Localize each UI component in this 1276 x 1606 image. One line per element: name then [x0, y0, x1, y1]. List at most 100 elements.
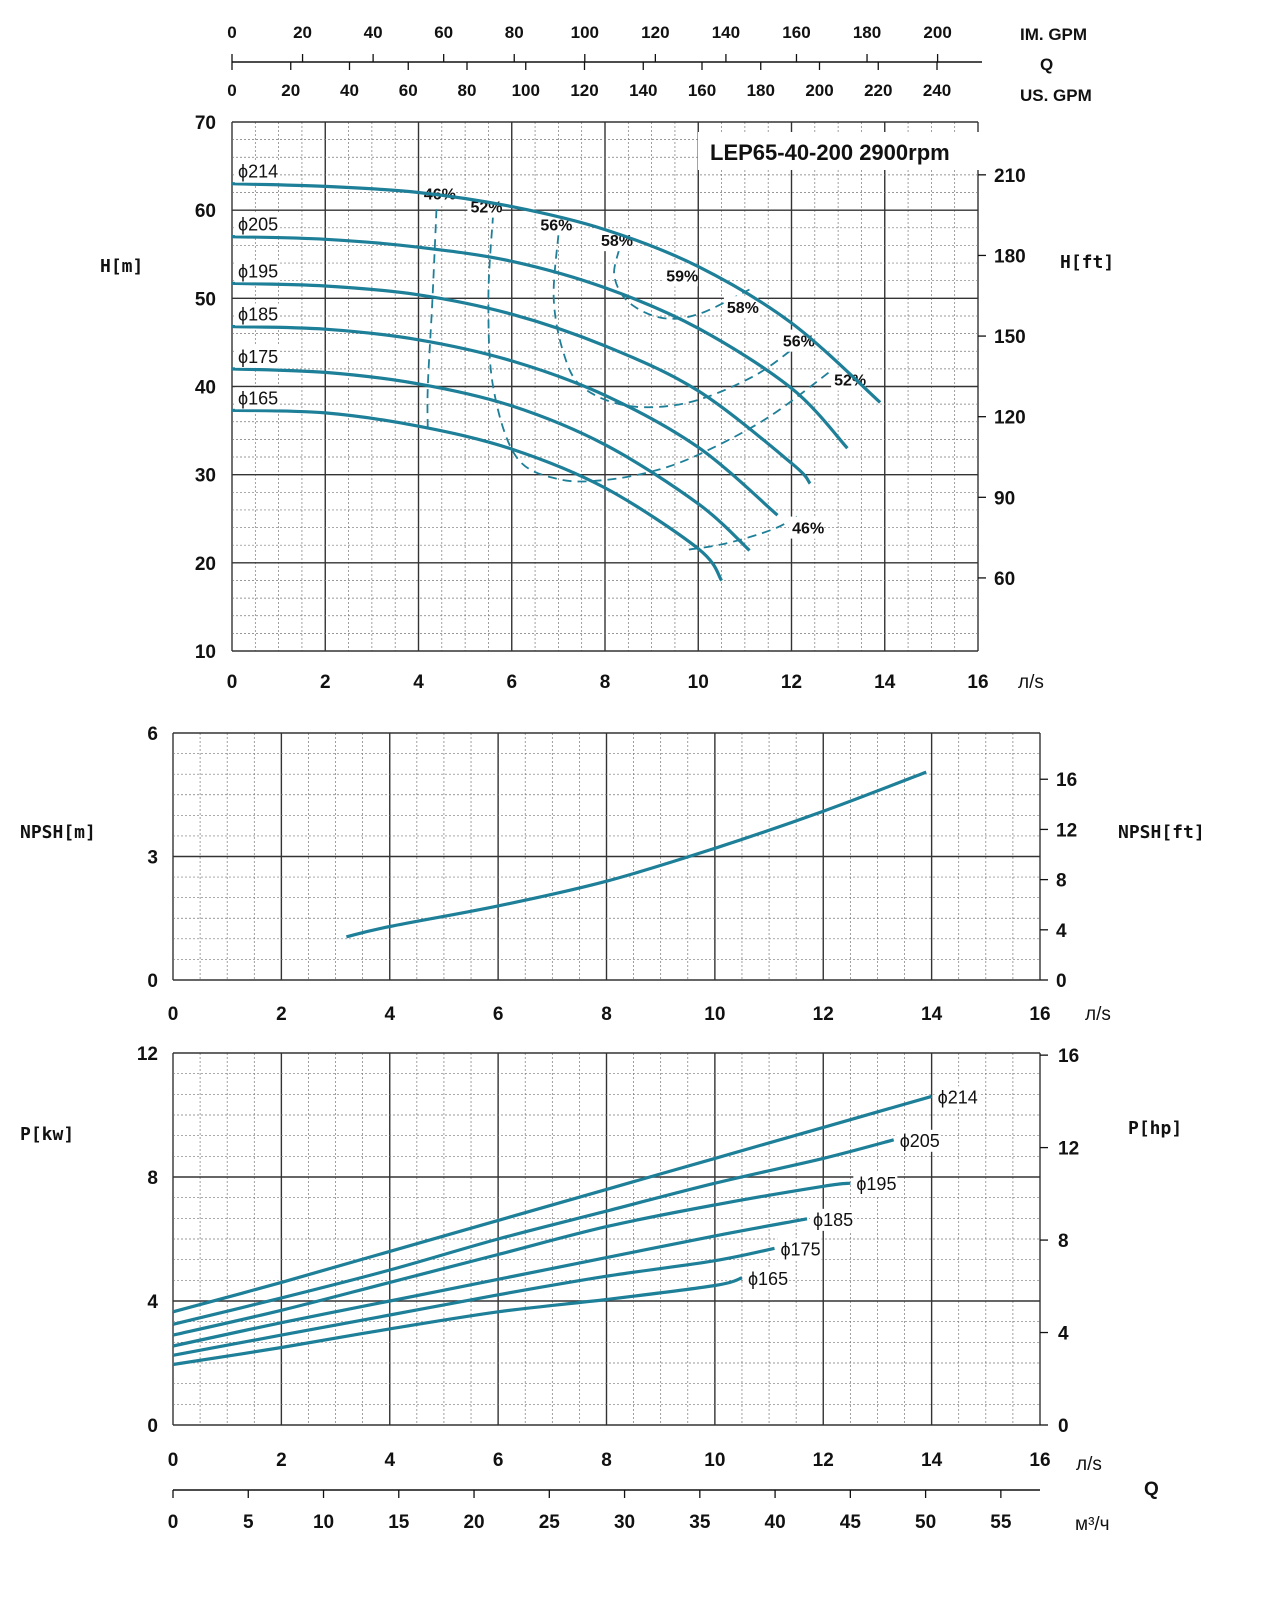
npsh-x-tick-label: 8	[601, 1004, 612, 1025]
head-curve	[231, 408, 723, 582]
im-gpm-tick-label: 100	[571, 23, 599, 42]
head-curve-label-bg	[235, 345, 279, 368]
m3h-tick-label: 0	[168, 1512, 179, 1533]
hq-y2-tick-label: 90	[994, 488, 1015, 509]
im-gpm-tick-label: 160	[782, 23, 810, 42]
head-curve-label-bg	[235, 213, 279, 236]
power-y2label: P[hp]	[1128, 1118, 1182, 1139]
head-curve-label: ϕ205	[238, 215, 278, 235]
hq-y-tick-label: 10	[195, 642, 216, 663]
npsh-x-tick-label: 2	[276, 1004, 287, 1025]
power-y-tick-label: 12	[137, 1044, 158, 1065]
im-gpm-ticks: 0 20 40 60 80 100 120 140 160 180 200	[227, 23, 952, 62]
efficiency-label-bg	[789, 516, 824, 539]
m3h-tick-label: 55	[990, 1512, 1012, 1533]
power-ylabel: P[kw]	[20, 1124, 74, 1145]
m3h-tick-label: 45	[840, 1512, 862, 1533]
head-curve-label-bg	[235, 160, 279, 183]
us-gpm-ticks: 0 20 40 60 80 100 120 140 160 180 200 220 240	[227, 62, 951, 100]
hq-efficiency-curves: 46%52%56%58%59%58%56%52%46%	[420, 182, 866, 551]
im-gpm-tick-label: 140	[712, 23, 740, 42]
power-y2-tick-label: 12	[1058, 1139, 1079, 1160]
us-gpm-tick-label: 40	[340, 81, 359, 100]
hq-y2-tick-label: 210	[994, 166, 1026, 187]
efficiency-label: 58%	[727, 300, 759, 317]
npsh-ticks: 0 2 4 6 8 10 12 14 16 0 3 6 0 4 8 12 16	[147, 724, 1077, 1025]
hq-y2-tick-label: 120	[994, 408, 1026, 429]
efficiency-curve	[487, 214, 835, 483]
im-gpm-tick-label: 20	[293, 23, 312, 42]
hq-x-tick-label: 6	[506, 672, 517, 693]
hq-x-tick-label: 12	[781, 672, 802, 693]
power-curve-label-bg	[853, 1173, 898, 1196]
head-curve	[231, 324, 779, 517]
us-gpm-tick-label: 160	[688, 81, 716, 100]
power-curve	[172, 1181, 851, 1337]
efficiency-label-bg	[663, 264, 698, 287]
npsh-y2label: NPSH[ft]	[1118, 822, 1205, 843]
efficiency-label-bg	[831, 368, 866, 391]
top-axes: 0 20 40 60 80 100 120 140 160 180 200 0 20 40 60 80 100…	[227, 23, 1092, 105]
efficiency-label-bg	[723, 296, 759, 319]
power-curve-label-bg	[934, 1086, 979, 1109]
npsh-y2-tick-label: 4	[1056, 921, 1067, 942]
efficiency-label: 46%	[792, 521, 824, 538]
hq-y-tick-label: 70	[195, 113, 216, 134]
power-y2-tick-label: 16	[1058, 1046, 1079, 1067]
head-curve-label: ϕ165	[238, 388, 278, 408]
im-gpm-tick-label: 0	[227, 23, 236, 42]
hq-xunit: л/s	[1018, 672, 1044, 693]
hq-title: LEP65-40-200 2900rpm	[710, 140, 950, 165]
head-curve-label-bg	[235, 387, 279, 410]
npsh-x-tick-label: 6	[493, 1004, 504, 1025]
us-gpm-tick-label: 140	[629, 81, 657, 100]
efficiency-label: 56%	[540, 217, 572, 234]
efficiency-label: 58%	[601, 233, 633, 250]
hq-x-tick-label: 4	[413, 672, 424, 693]
npsh-y-tick-label: 0	[147, 971, 158, 992]
m3h-tick-label: 40	[765, 1512, 786, 1533]
hq-grid	[231, 121, 979, 652]
power-curve-label: ϕ195	[856, 1174, 896, 1194]
hq-x-tick-label: 0	[227, 672, 238, 693]
npsh-chart: 0 2 4 6 8 10 12 14 16 0 3 6 0 4 8 12 16 NPSH[m] NPSH[ft]…	[20, 724, 1205, 1025]
m3h-tick-label: 30	[614, 1512, 635, 1533]
hq-y-tick-label: 40	[195, 378, 216, 399]
power-curve-label: ϕ165	[748, 1269, 788, 1289]
hq-y2label: H[ft]	[1060, 252, 1114, 273]
npsh-x-tick-label: 12	[813, 1004, 834, 1025]
efficiency-curve	[552, 234, 802, 409]
hq-title-bg	[698, 132, 980, 170]
us-gpm-label: US. GPM	[1020, 86, 1092, 105]
power-curve-label-bg	[744, 1267, 789, 1290]
us-gpm-tick-label: 100	[512, 81, 540, 100]
hq-y-tick-label: 60	[195, 201, 216, 222]
efficiency-label: 52%	[834, 372, 866, 389]
power-y-tick-label: 0	[147, 1416, 158, 1437]
power-x-tick-label: 6	[493, 1450, 504, 1471]
hq-ticks: 0 2 4 6 8 10 12 14 16 10 20 30 40 50 60 70 60 90 120 150 180…	[195, 113, 1026, 693]
hq-x-tick-label: 2	[320, 672, 331, 693]
efficiency-label: 59%	[666, 268, 698, 285]
power-curve-label: ϕ214	[938, 1087, 978, 1107]
power-y-tick-label: 8	[147, 1168, 158, 1189]
m3h-tick-label: 10	[313, 1512, 334, 1533]
m3h-tick-label: 20	[463, 1512, 484, 1533]
head-curve-label: ϕ185	[238, 305, 278, 325]
power-curve-label-bg	[777, 1238, 822, 1261]
hq-y2-tick-label: 150	[994, 327, 1026, 348]
head-curve	[231, 281, 812, 485]
power-grid	[172, 1052, 1041, 1426]
power-curve-label: ϕ185	[813, 1210, 853, 1230]
us-gpm-tick-label: 0	[227, 81, 236, 100]
power-curve	[172, 1138, 895, 1326]
npsh-x-tick-label: 10	[704, 1004, 725, 1025]
npsh-y2-tick-label: 0	[1056, 971, 1067, 992]
npsh-y2-tick-label: 12	[1056, 820, 1077, 841]
power-curve	[172, 1246, 775, 1357]
power-y2-tick-label: 0	[1058, 1416, 1069, 1437]
npsh-y2-tick-label: 8	[1056, 871, 1067, 892]
power-x-tick-label: 12	[813, 1450, 834, 1471]
